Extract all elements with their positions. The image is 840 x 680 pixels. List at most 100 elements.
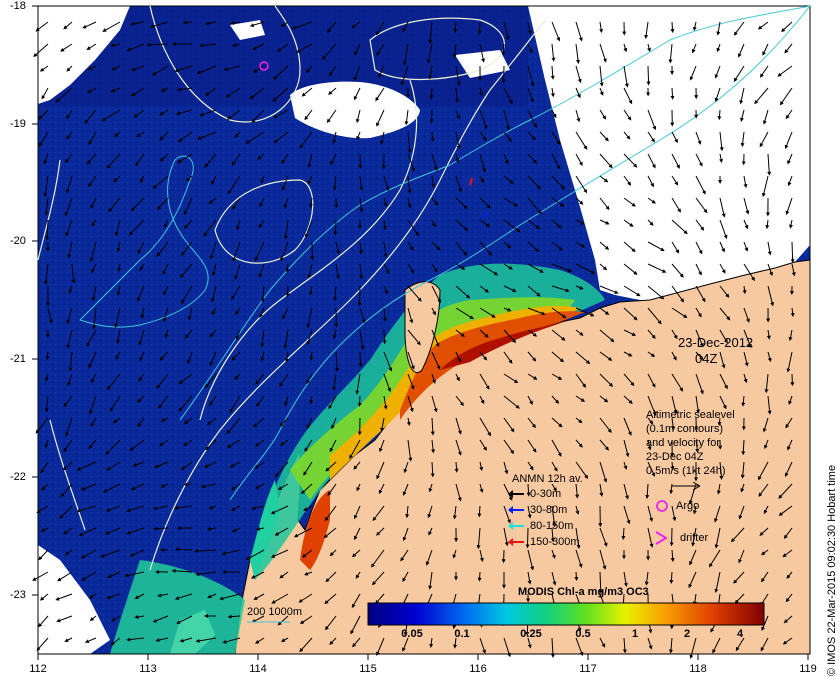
current-vector bbox=[277, 615, 289, 626]
current-vector bbox=[107, 571, 121, 578]
current-vector bbox=[575, 373, 587, 388]
colorbar-label: 2 bbox=[683, 628, 691, 640]
current-vector bbox=[431, 175, 436, 189]
current-vector bbox=[647, 395, 657, 416]
current-vector bbox=[730, 527, 745, 543]
current-vector bbox=[65, 219, 73, 237]
current-vector bbox=[126, 505, 145, 513]
current-vector bbox=[155, 637, 169, 642]
current-vector bbox=[479, 395, 485, 405]
colorbar-label: 4 bbox=[736, 628, 744, 640]
current-vector bbox=[575, 351, 591, 365]
current-vector bbox=[575, 461, 589, 480]
current-vector bbox=[695, 329, 704, 348]
current-vector bbox=[551, 21, 561, 42]
current-vector bbox=[647, 241, 665, 252]
current-vector bbox=[479, 461, 484, 472]
current-vector bbox=[575, 43, 581, 64]
current-vector bbox=[333, 285, 338, 301]
current-vector bbox=[693, 505, 697, 515]
current-vector bbox=[599, 351, 613, 361]
current-vector bbox=[234, 131, 241, 138]
current-vector bbox=[400, 65, 409, 86]
current-vector bbox=[503, 87, 513, 105]
current-vector bbox=[159, 351, 169, 361]
current-vector bbox=[758, 461, 769, 481]
current-vector bbox=[431, 285, 441, 304]
current-vector bbox=[503, 109, 510, 131]
current-vector bbox=[477, 505, 482, 518]
current-vector bbox=[575, 505, 580, 515]
anmn-legend-item: 80-150m bbox=[508, 520, 573, 532]
current-vector bbox=[575, 153, 583, 167]
current-vector bbox=[152, 615, 169, 623]
current-vector bbox=[719, 373, 728, 390]
current-vector bbox=[767, 241, 772, 256]
current-vector bbox=[503, 307, 512, 312]
current-vector bbox=[647, 131, 655, 143]
current-vector bbox=[527, 21, 532, 35]
current-vector bbox=[646, 65, 651, 86]
current-vector bbox=[479, 307, 496, 318]
current-vector bbox=[114, 307, 121, 329]
current-vector bbox=[575, 109, 581, 123]
current-vector bbox=[55, 87, 73, 103]
current-vector bbox=[371, 571, 385, 586]
current-vector bbox=[71, 263, 76, 284]
current-vector bbox=[695, 373, 704, 395]
current-vector bbox=[134, 593, 145, 599]
current-vector bbox=[599, 461, 608, 483]
current-vector bbox=[383, 395, 388, 410]
current-vector bbox=[280, 241, 289, 262]
current-vector bbox=[623, 153, 638, 168]
current-vector bbox=[714, 571, 721, 594]
current-vector bbox=[407, 197, 412, 209]
current-vector bbox=[379, 439, 385, 453]
current-vector bbox=[32, 571, 49, 581]
current-vector bbox=[66, 65, 73, 72]
current-vector bbox=[784, 43, 793, 54]
current-vector bbox=[88, 593, 97, 599]
current-vector bbox=[306, 307, 313, 329]
current-vector bbox=[330, 153, 337, 166]
current-vector bbox=[55, 593, 73, 601]
current-vector bbox=[599, 131, 609, 142]
current-vector bbox=[550, 87, 555, 98]
current-vector bbox=[503, 439, 515, 455]
current-vector bbox=[765, 219, 770, 230]
current-vector bbox=[670, 21, 675, 34]
current-vector bbox=[251, 615, 265, 623]
current-vector bbox=[84, 637, 97, 643]
current-vector bbox=[403, 43, 409, 66]
current-vector bbox=[208, 505, 217, 510]
current-vector bbox=[332, 131, 337, 145]
current-vector bbox=[235, 329, 241, 341]
current-vector bbox=[229, 395, 241, 414]
current-vector bbox=[307, 263, 313, 279]
current-vector bbox=[733, 65, 745, 82]
current-vector bbox=[162, 307, 169, 323]
current-vector bbox=[407, 263, 415, 274]
current-vector bbox=[479, 549, 484, 563]
current-vector bbox=[479, 197, 491, 209]
current-vector bbox=[335, 351, 340, 372]
current-vector bbox=[101, 109, 121, 122]
current-vector bbox=[426, 43, 433, 64]
current-vector bbox=[255, 526, 265, 531]
current-vector bbox=[786, 571, 793, 579]
current-vector bbox=[623, 395, 633, 404]
current-vector bbox=[719, 351, 726, 369]
current-vector bbox=[187, 351, 193, 364]
current-vector bbox=[256, 395, 265, 407]
current-vector bbox=[254, 241, 265, 262]
current-vector bbox=[130, 197, 145, 212]
current-vector bbox=[252, 43, 265, 50]
current-vector bbox=[599, 153, 613, 169]
current-vector bbox=[405, 505, 410, 519]
current-vector bbox=[431, 395, 438, 413]
current-vector bbox=[719, 197, 726, 218]
current-vector bbox=[140, 307, 145, 319]
current-vector bbox=[761, 615, 769, 632]
current-vector bbox=[599, 109, 607, 120]
current-vector bbox=[203, 219, 217, 237]
